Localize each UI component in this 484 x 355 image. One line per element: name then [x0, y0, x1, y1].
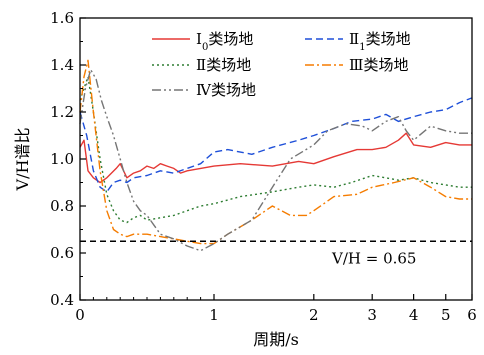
x-tick-label-6: 6	[467, 306, 477, 324]
series-line-5	[79, 69, 472, 252]
x-tick-label-5: 5	[441, 306, 451, 324]
series-line-4	[79, 59, 472, 245]
y-tick-label-4: 1.2	[50, 103, 74, 121]
series-line-3	[79, 76, 472, 224]
legend-label-3: Ⅱ类场地	[196, 56, 251, 74]
legend-label-4: Ⅲ类场地	[349, 56, 408, 74]
y-tick-label-3: 1.0	[50, 150, 74, 168]
legend-label-2: Ⅱ1类场地	[349, 30, 411, 53]
ticks-layer: 0 1 2 3 4 5 6 0.4 0.6 0.8 1.0 1.2 1.4 1.6	[50, 9, 477, 324]
reference-line-label: V/H = 0.65	[331, 249, 416, 267]
y-tick-label-1: 0.6	[50, 244, 74, 262]
y-tick-label-2: 0.8	[50, 197, 74, 215]
x-tick-label-0: 0	[75, 306, 85, 324]
legend: Ⅰ0类场地 Ⅱ1类场地 Ⅱ类场地 Ⅲ类场地 Ⅳ类场地	[152, 30, 411, 99]
x-tick-label-3: 3	[367, 306, 377, 324]
x-tick-label-1: 1	[209, 306, 219, 324]
x-tick-label-2: 2	[309, 306, 319, 324]
series-layer	[79, 59, 473, 252]
x-axis-title: 周期/s	[253, 330, 299, 349]
series-line-1	[79, 132, 472, 184]
y-axis-title: V/H谱比	[13, 128, 32, 192]
y-tick-label-5: 1.4	[50, 56, 74, 74]
series-line-2	[79, 97, 473, 193]
x-tick-label-4: 4	[409, 306, 419, 324]
legend-label-5: Ⅳ类场地	[196, 81, 256, 99]
y-tick-label-6: 1.6	[50, 9, 74, 27]
y-tick-label-0: 0.4	[50, 291, 74, 309]
legend-label-1: Ⅰ0类场地	[196, 30, 253, 53]
